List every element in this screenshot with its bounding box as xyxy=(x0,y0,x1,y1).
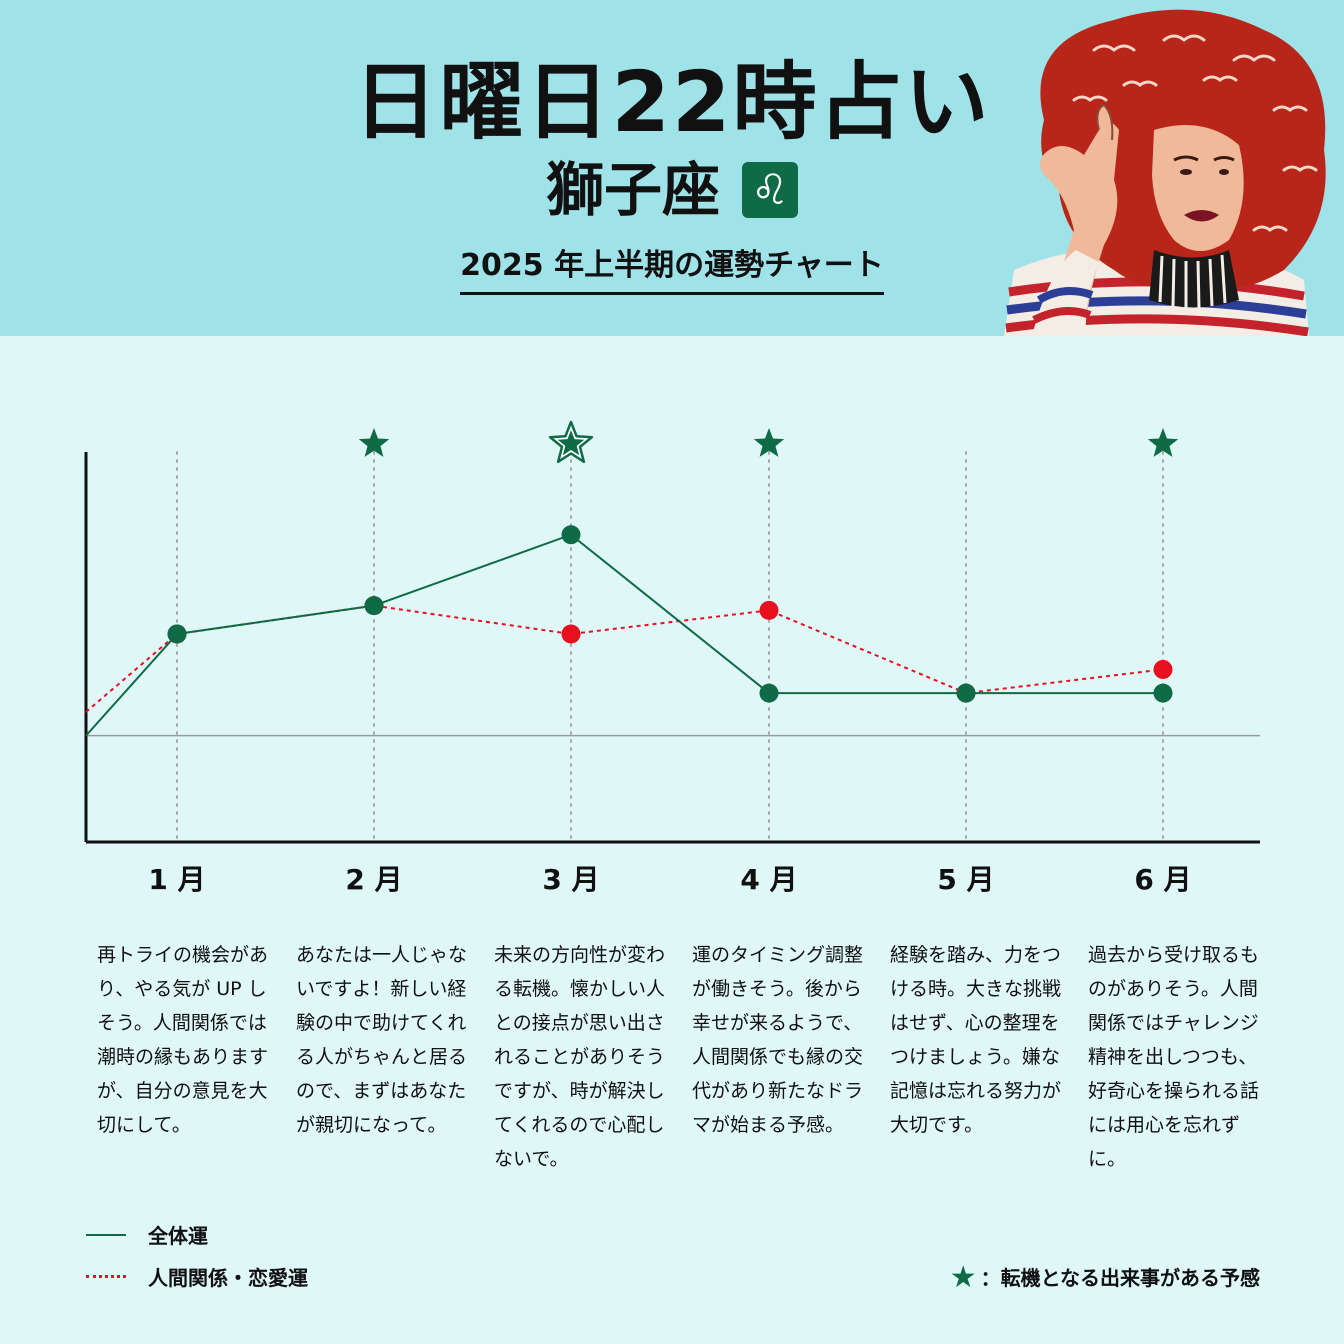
legend-overall: 全体運 xyxy=(86,1220,208,1249)
fortune-line-chart xyxy=(84,420,1260,844)
page-title: 日曜日22時占い xyxy=(353,53,991,151)
month-label-5: 5 月 xyxy=(937,863,995,896)
star-icon-month-2 xyxy=(358,428,390,457)
afro-person-illustration xyxy=(1004,9,1326,336)
series-line-overall xyxy=(85,533,1163,737)
legend-overall-label: 全体運 xyxy=(148,1224,208,1248)
subtitle-wrap: 2025 年上半期の運勢チャート xyxy=(0,246,1344,295)
legend-love: 人間関係・恋愛運 xyxy=(86,1262,308,1291)
point-overall-month-3 xyxy=(561,525,581,545)
description-month-3: 未来の方向性が変わる転機。懐かしい人との接点が思い出されることがありそうですが、… xyxy=(494,944,666,1170)
description-month-5: 経験を踏み、力をつける時。大きな挑戦はせず、心の整理をつけましょう。嫌な記憶は忘… xyxy=(890,944,1062,1136)
point-overall-month-1 xyxy=(167,624,187,644)
point-overall-month-6 xyxy=(1153,683,1173,703)
legend-star-label: ：転機となる出来事がある予感 xyxy=(980,1266,1260,1290)
chart-subtitle: 2025 年上半期の運勢チャート xyxy=(460,246,884,295)
legend-dotted-line xyxy=(86,1275,126,1278)
legend-turning-point: ★ ：転機となる出来事がある予感 xyxy=(950,1262,1260,1294)
star-icon-month-4 xyxy=(753,428,785,457)
month-label-4: 4 月 xyxy=(740,863,798,896)
description-month-6: 過去から受け取るものがありそう。人間関係ではチャレンジ精神を出しつつも、好奇心を… xyxy=(1088,944,1260,1170)
sign-row: 獅子座 ♌ xyxy=(0,150,1344,230)
point-love-month-3 xyxy=(561,624,581,644)
star-icon-month-3 xyxy=(557,430,585,456)
star-icon: ★ xyxy=(949,1260,977,1295)
description-month-1: 再トライの機会があり、やる気が UP しそう。人間関係では潮時の縁もありますが、… xyxy=(97,944,269,1136)
point-overall-month-2 xyxy=(364,596,384,616)
month-label-2: 2 月 xyxy=(345,863,403,896)
point-overall-month-5 xyxy=(956,683,976,703)
point-love-month-4 xyxy=(759,600,779,620)
point-overall-month-4 xyxy=(759,683,779,703)
legend-solid-line xyxy=(86,1233,126,1236)
point-love-month-6 xyxy=(1153,659,1173,679)
month-label-3: 3 月 xyxy=(542,863,600,896)
month-label-1: 1 月 xyxy=(148,863,206,896)
leo-symbol-icon: ♌ xyxy=(742,162,798,218)
star-icon-month-6 xyxy=(1147,428,1179,457)
month-label-6: 6 月 xyxy=(1134,863,1192,896)
description-month-4: 運のタイミング調整が働きそう。後から幸せが来るようで、人間関係でも縁の交代があり… xyxy=(692,944,864,1136)
series-line-love xyxy=(85,604,1164,713)
header-banner: 日曜日22時占い 獅子座 ♌ 2025 年上半期の運勢チャート xyxy=(0,0,1344,336)
legend-love-label: 人間関係・恋愛運 xyxy=(148,1266,308,1290)
description-month-2: あなたは一人じゃないですよ！新しい経験の中で助けてくれる人がちゃんと居るので、ま… xyxy=(296,944,468,1136)
sign-name: 獅子座 xyxy=(545,156,720,224)
